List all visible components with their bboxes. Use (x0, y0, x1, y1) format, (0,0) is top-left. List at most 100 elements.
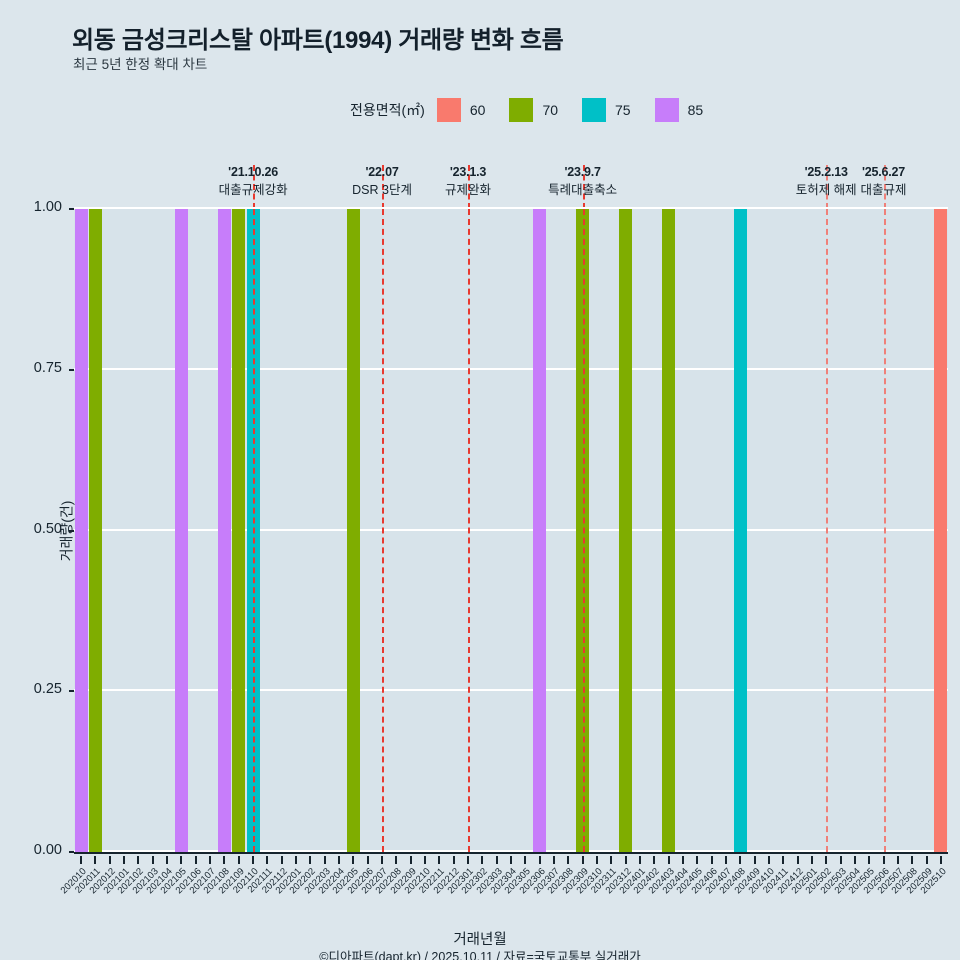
event-line-stub-202502 (826, 165, 829, 209)
gridline (74, 528, 948, 531)
x-tick-mark-202205 (352, 856, 355, 864)
x-tick-mark-202408 (739, 856, 742, 864)
legend-item-60[interactable]: 60 (436, 98, 504, 122)
bar-202510-60[interactable] (934, 209, 948, 852)
y-tick-label-1.00: 1.00 (33, 199, 62, 215)
gridline (74, 367, 948, 370)
legend-item-70[interactable]: 70 (509, 98, 576, 122)
gridline (74, 689, 948, 692)
event-date-202506: '25.6.27 (861, 165, 906, 179)
x-tick-mark-202211 (438, 856, 441, 864)
event-date-202309: '23.9.7 (564, 165, 601, 179)
bar-202408-75[interactable] (733, 209, 747, 852)
x-tick-mark-202206 (366, 856, 369, 864)
x-tick-mark-202103 (151, 856, 154, 864)
event-text-202110: 대출규제강화 (218, 183, 288, 198)
event-line-stub-202506 (883, 165, 886, 209)
y-tick-mark (69, 690, 74, 693)
x-tick-mark-202501 (810, 856, 813, 864)
x-tick-mark-202312 (624, 856, 627, 864)
x-tick-mark-202202 (309, 856, 312, 864)
bar-202108-85[interactable] (217, 209, 231, 852)
x-tick-mark-202208 (395, 856, 398, 864)
bar-202011-70[interactable] (88, 209, 102, 852)
gridline (74, 207, 948, 209)
x-tick-mark-202012 (108, 856, 111, 864)
event-annotation-202207: '22.07 DSR 3단계 (322, 163, 442, 199)
bar-202205-70[interactable] (346, 209, 360, 852)
x-tick-mark-202504 (853, 856, 856, 864)
y-tick-mark (69, 208, 74, 210)
x-tick-mark-202301 (467, 856, 470, 864)
x-tick-mark-202105 (180, 856, 183, 864)
y-tick-mark (69, 368, 74, 371)
legend-label-60: 60 (469, 102, 486, 118)
legend-label-75: 75 (615, 102, 631, 118)
x-tick-mark-202406 (710, 856, 713, 864)
x-tick-mark-202110 (252, 856, 255, 864)
bar-202010-85[interactable] (74, 209, 88, 852)
x-tick-mark-202411 (782, 856, 785, 864)
event-date-202110: '21.10.26 (228, 165, 279, 179)
legend-title: 전용면적(㎡) (350, 102, 425, 118)
legend-swatch-70 (509, 98, 534, 122)
bar-202109-70[interactable] (232, 209, 246, 852)
event-line-202506 (883, 209, 886, 852)
x-tick-mark-202401 (638, 856, 641, 864)
x-tick-mark-202306 (538, 856, 541, 864)
x-tick-mark-202307 (552, 856, 555, 864)
x-tick-mark-202108 (223, 856, 226, 864)
event-text-202301: 규제완화 (445, 183, 492, 198)
x-tick-mark-202010 (80, 856, 83, 864)
x-tick-mark-202209 (409, 856, 412, 864)
x-tick-mark-202212 (452, 856, 455, 864)
x-tick-mark-202509 (925, 856, 928, 864)
event-text-202506: 대출규제 (860, 183, 907, 198)
legend-label-70: 70 (542, 102, 559, 118)
x-tick-mark-202204 (338, 856, 341, 864)
y-tick-mark (69, 851, 74, 853)
x-tick-mark-202305 (524, 856, 527, 864)
x-tick-mark-202302 (481, 856, 484, 864)
x-tick-mark-202507 (896, 856, 899, 864)
bar-202312-70[interactable] (619, 209, 633, 852)
x-tick-mark-202107 (209, 856, 212, 864)
legend-items: 60 70 75 85 (436, 98, 727, 122)
x-tick-mark-202310 (595, 856, 598, 864)
x-tick-mark-202410 (767, 856, 770, 864)
x-tick-mark-202402 (653, 856, 656, 864)
page-subtitle: 최근 5년 한정 확대 차트 (73, 57, 208, 72)
legend-swatch-85 (654, 98, 679, 122)
event-line-stub-202309 (582, 165, 585, 209)
event-text-202207: DSR 3단계 (352, 183, 412, 198)
event-date-202301: '23.1.3 (449, 165, 487, 179)
event-line-202207 (382, 209, 385, 852)
x-tick-mark-202101 (123, 856, 126, 864)
event-annotation-202506: '25.6.27 대출규제 (824, 163, 944, 199)
x-tick-mark-202203 (323, 856, 326, 864)
legend-item-85[interactable]: 85 (654, 98, 722, 122)
event-annotation-202502: '25.2.13 토허제 해제 (766, 163, 886, 199)
event-line-stub-202301 (468, 165, 471, 209)
legend-item-75[interactable]: 75 (582, 98, 649, 122)
x-tick-mark-202510 (939, 856, 942, 864)
event-line-stub-202207 (382, 165, 385, 209)
bar-202306-85[interactable] (533, 209, 547, 852)
x-tick-mark-202508 (911, 856, 914, 864)
x-tick-mark-202403 (667, 856, 670, 864)
bar-202403-70[interactable] (662, 209, 676, 852)
x-tick-mark-202303 (495, 856, 498, 864)
gridline (74, 850, 948, 852)
x-tick-mark-202505 (868, 856, 871, 864)
event-line-202301 (468, 209, 471, 852)
event-text-202309: 특례대출축소 (548, 183, 618, 198)
event-annotation-202110: '21.10.26 대출규제강화 (193, 163, 313, 199)
event-line-202502 (826, 209, 829, 852)
x-tick-mark-202109 (237, 856, 240, 864)
x-tick-mark-202506 (882, 856, 885, 864)
event-line-202309 (582, 209, 585, 852)
x-tick-mark-202407 (724, 856, 727, 864)
bar-202105-85[interactable] (174, 209, 188, 852)
event-annotation-202309: '23.9.7 특례대출축소 (523, 163, 643, 199)
